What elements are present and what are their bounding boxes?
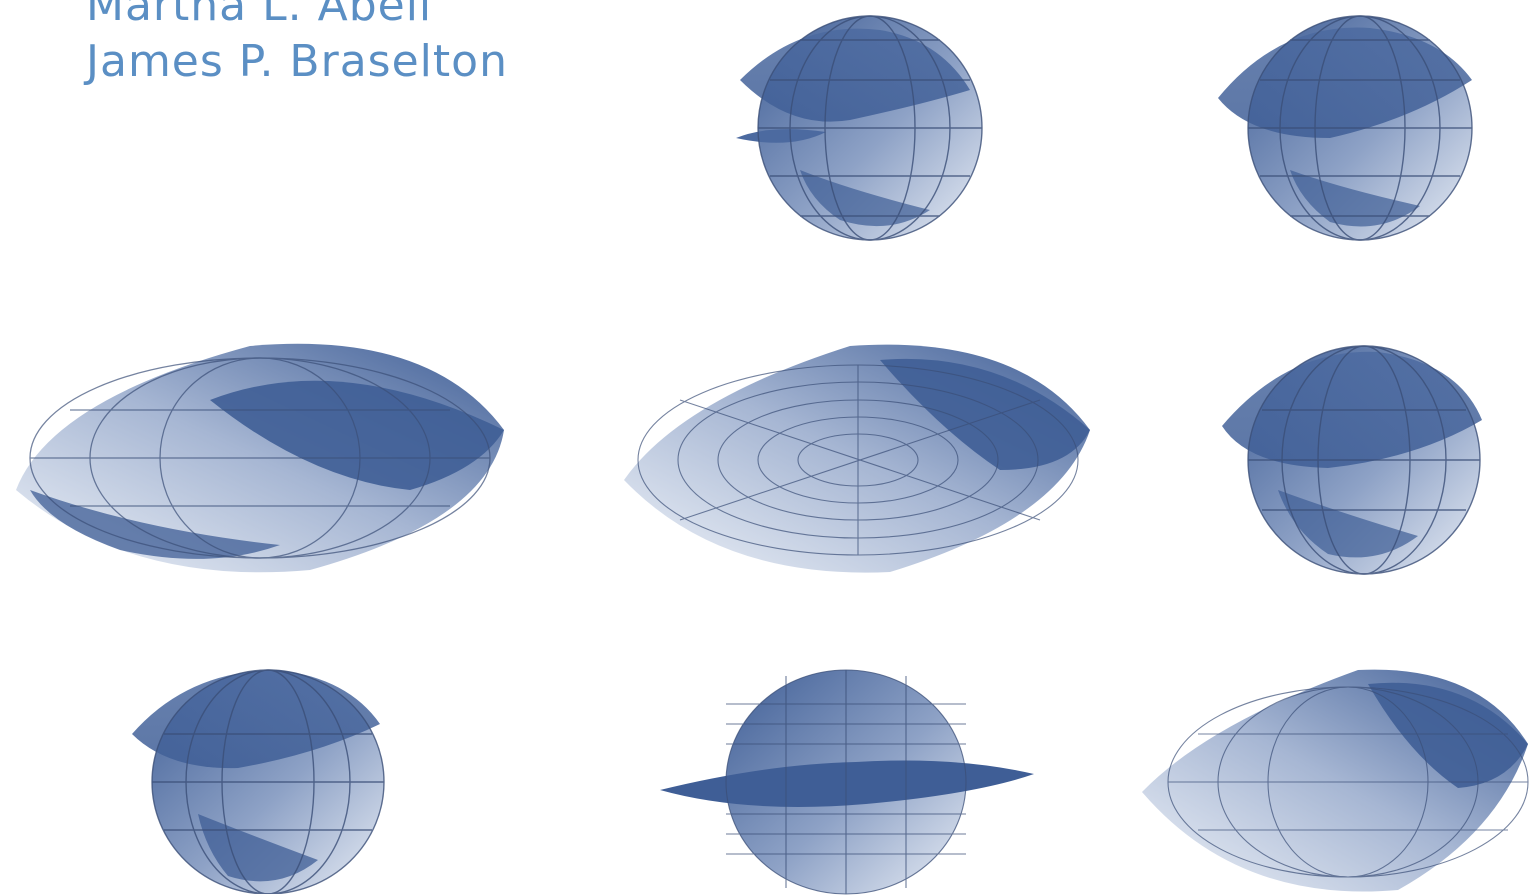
surface-plot-icon xyxy=(16,343,504,573)
author-name: James P. Braselton xyxy=(86,36,508,87)
surface-plot-icon xyxy=(132,669,385,894)
surface-plot-icon xyxy=(660,669,1034,895)
author-name: Martha L. Abell xyxy=(86,0,433,31)
surface-plot-icon xyxy=(1218,15,1473,241)
surface-plot-icon xyxy=(1142,669,1529,892)
surface-plot-icon xyxy=(1222,345,1482,575)
surface-plot-icon xyxy=(624,344,1090,573)
surface-plot-icon xyxy=(736,15,983,241)
author-names: Martha L. Abell James P. Braselton xyxy=(86,0,508,90)
